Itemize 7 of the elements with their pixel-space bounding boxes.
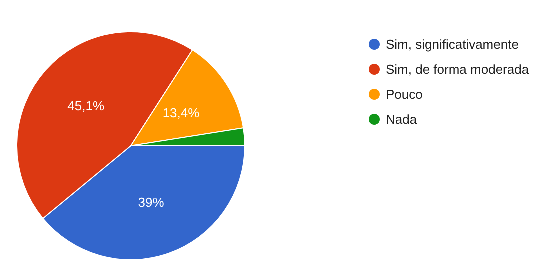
legend-label: Pouco [386,87,423,102]
legend-label: Sim, de forma moderada [386,62,530,77]
data-label: 45,1% [68,98,105,114]
legend-label: Sim, significativamente [386,37,519,52]
legend-label: Nada [386,112,418,127]
data-label: 13,4% [162,106,200,121]
data-label: 39% [138,194,165,210]
